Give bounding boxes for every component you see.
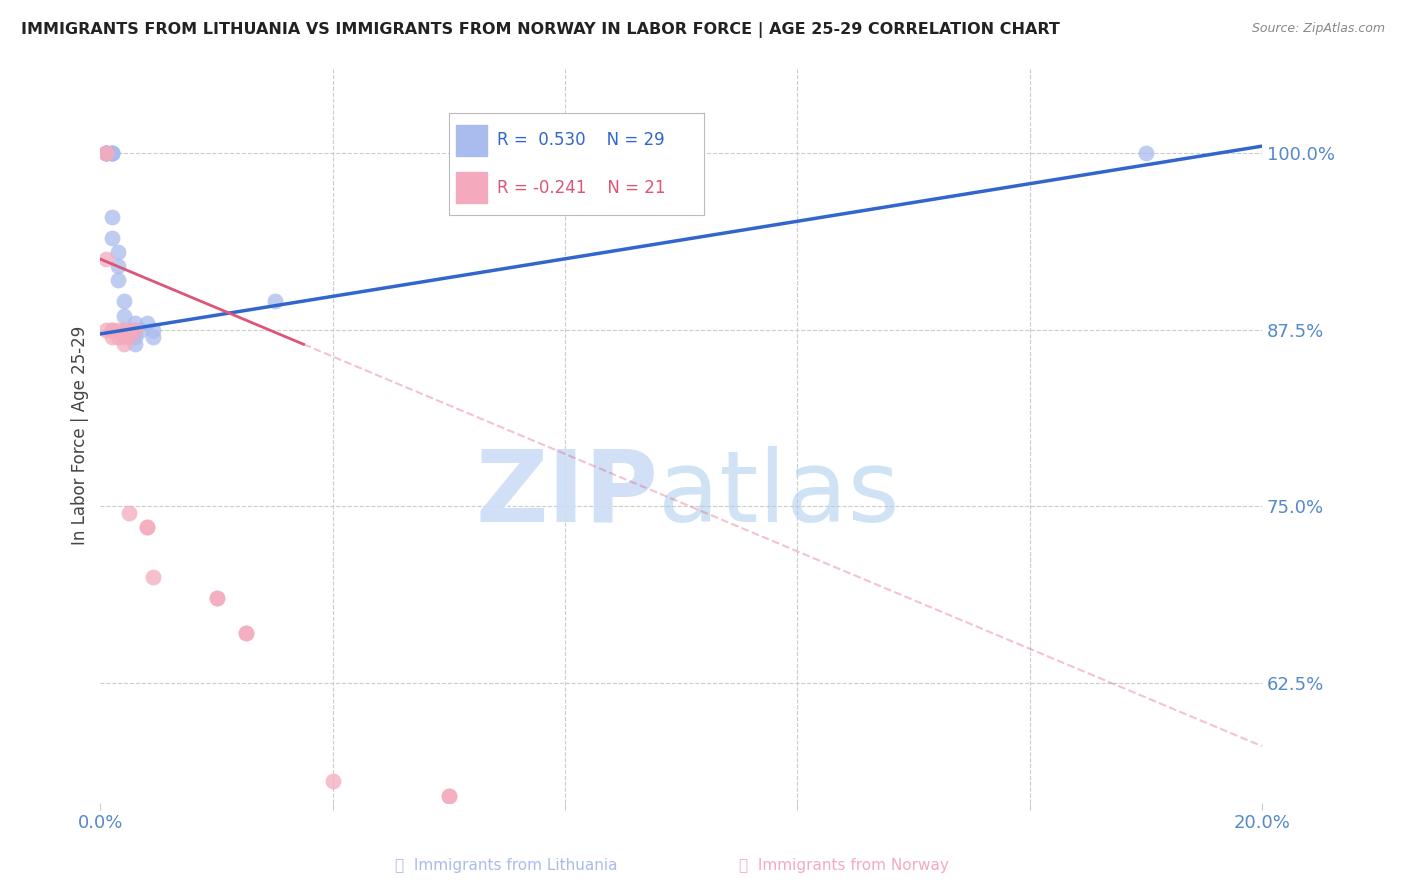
Point bbox=[124, 316, 146, 330]
Point bbox=[112, 336, 135, 351]
Point bbox=[263, 294, 285, 309]
Point bbox=[101, 146, 124, 161]
Point bbox=[101, 231, 124, 245]
Point bbox=[96, 146, 118, 161]
Point bbox=[96, 146, 118, 161]
Text: atlas: atlas bbox=[658, 446, 900, 543]
Point bbox=[112, 323, 135, 337]
Point bbox=[107, 323, 129, 337]
Point bbox=[101, 330, 124, 344]
Point bbox=[205, 591, 228, 605]
Point bbox=[118, 330, 141, 344]
Text: ⬛  Immigrants from Lithuania: ⬛ Immigrants from Lithuania bbox=[395, 858, 617, 872]
Point bbox=[135, 520, 157, 534]
Point bbox=[142, 330, 165, 344]
Point bbox=[107, 259, 129, 273]
Point bbox=[437, 789, 460, 803]
Text: IMMIGRANTS FROM LITHUANIA VS IMMIGRANTS FROM NORWAY IN LABOR FORCE | AGE 25-29 C: IMMIGRANTS FROM LITHUANIA VS IMMIGRANTS … bbox=[21, 22, 1060, 38]
Point bbox=[118, 330, 141, 344]
Point bbox=[124, 330, 146, 344]
Point bbox=[96, 323, 118, 337]
Point bbox=[124, 323, 146, 337]
Point bbox=[142, 323, 165, 337]
Point bbox=[118, 323, 141, 337]
Point bbox=[437, 789, 460, 803]
Point bbox=[107, 330, 129, 344]
Text: ⬛  Immigrants from Norway: ⬛ Immigrants from Norway bbox=[738, 858, 949, 872]
Point bbox=[96, 146, 118, 161]
Point bbox=[112, 330, 135, 344]
Text: Source: ZipAtlas.com: Source: ZipAtlas.com bbox=[1251, 22, 1385, 36]
Point bbox=[101, 146, 124, 161]
Point bbox=[96, 146, 118, 161]
Point bbox=[205, 591, 228, 605]
Point bbox=[142, 570, 165, 584]
Point bbox=[107, 245, 129, 260]
Point bbox=[101, 146, 124, 161]
Point bbox=[96, 146, 118, 161]
Point bbox=[112, 294, 135, 309]
Point bbox=[107, 273, 129, 287]
Point bbox=[101, 146, 124, 161]
Point bbox=[322, 774, 344, 789]
Point bbox=[101, 323, 124, 337]
Point bbox=[118, 506, 141, 520]
Point bbox=[1135, 146, 1157, 161]
Point bbox=[135, 520, 157, 534]
Point bbox=[112, 323, 135, 337]
Point bbox=[101, 210, 124, 224]
Point bbox=[129, 323, 152, 337]
Point bbox=[235, 626, 257, 640]
Point bbox=[124, 323, 146, 337]
Point bbox=[96, 146, 118, 161]
Point bbox=[112, 309, 135, 323]
Text: ZIP: ZIP bbox=[475, 446, 658, 543]
Point bbox=[101, 323, 124, 337]
Point bbox=[96, 146, 118, 161]
Point bbox=[235, 626, 257, 640]
Point bbox=[135, 316, 157, 330]
Point bbox=[118, 323, 141, 337]
Point bbox=[124, 336, 146, 351]
Point bbox=[96, 252, 118, 266]
Y-axis label: In Labor Force | Age 25-29: In Labor Force | Age 25-29 bbox=[72, 326, 89, 545]
